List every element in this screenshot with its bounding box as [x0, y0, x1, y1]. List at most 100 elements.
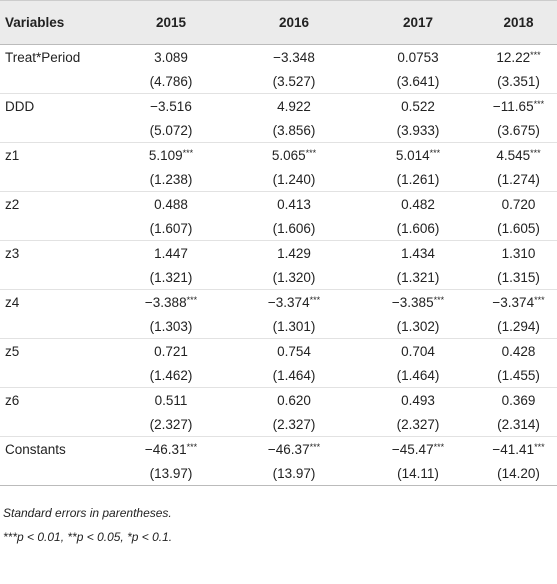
coef-row: Treat*Period 3.089 −3.348 0.0753 12.22*** [0, 45, 557, 70]
standard-error: (3.641) [356, 69, 480, 94]
empty-cell [0, 412, 110, 437]
standard-error: (3.933) [356, 118, 480, 143]
coefficient: 0.413 [277, 196, 311, 212]
standard-error: (1.464) [356, 363, 480, 388]
se-row: (5.072) (3.856) (3.933) (3.675) [0, 118, 557, 143]
empty-cell [0, 216, 110, 241]
standard-error: (1.303) [110, 314, 232, 339]
standard-error: (1.315) [480, 265, 557, 290]
standard-error: (1.455) [480, 363, 557, 388]
variable-name: z5 [5, 343, 20, 359]
coefficient: −41.41*** [492, 441, 545, 457]
se-row: (1.607) (1.606) (1.606) (1.605) [0, 216, 557, 241]
coefficient: 0.721 [154, 343, 188, 359]
variable-name: z2 [5, 196, 20, 212]
coefficient: 0.493 [401, 392, 435, 408]
standard-error: (14.11) [356, 461, 480, 486]
empty-cell [0, 314, 110, 339]
se-row: (1.303) (1.301) (1.302) (1.294) [0, 314, 557, 339]
coefficient: −3.348 [273, 49, 315, 65]
empty-cell [0, 363, 110, 388]
standard-error: (1.320) [232, 265, 356, 290]
standard-error: (1.301) [232, 314, 356, 339]
standard-error: (3.675) [480, 118, 557, 143]
standard-error: (1.607) [110, 216, 232, 241]
coef-row: z1 5.109*** 5.065*** 5.014*** 4.545*** [0, 143, 557, 168]
variable-name: Treat*Period [5, 49, 81, 65]
coefficient: 0.428 [501, 343, 536, 359]
empty-cell [0, 69, 110, 94]
coefficient: −3.374*** [492, 294, 545, 310]
standard-error: (2.327) [232, 412, 356, 437]
standard-error: (1.462) [110, 363, 232, 388]
coefficient: 0.522 [401, 98, 435, 114]
standard-error: (1.464) [232, 363, 356, 388]
coefficient: 0.488 [154, 196, 188, 212]
se-row: (1.321) (1.320) (1.321) (1.315) [0, 265, 557, 290]
standard-error: (3.527) [232, 69, 356, 94]
standard-error: (2.327) [356, 412, 480, 437]
coef-row: Constants −46.31*** −46.37*** −45.47*** −41.… [0, 437, 557, 462]
standard-error: (1.302) [356, 314, 480, 339]
results-table: Variables 2015 2016 2017 2018 Treat*Period 3.… [0, 0, 557, 486]
se-row: (4.786) (3.527) (3.641) (3.351) [0, 69, 557, 94]
standard-error: (1.261) [356, 167, 480, 192]
coefficient: 5.109*** [148, 147, 194, 163]
standard-error: (14.20) [480, 461, 557, 486]
coefficient: 0.511 [154, 392, 188, 408]
coefficient: 12.22*** [496, 49, 541, 65]
coef-row: DDD −3.516 4.922 0.522 −11.65*** [0, 94, 557, 119]
coefficient: 5.014*** [395, 147, 441, 163]
coefficient: −11.65*** [492, 98, 545, 114]
header-cell: 2018 [480, 0, 557, 45]
variable-name: z1 [5, 147, 20, 163]
empty-cell [0, 461, 110, 486]
empty-cell [0, 118, 110, 143]
coef-row: z4 −3.388*** −3.374*** −3.385*** −3.374*** [0, 290, 557, 315]
se-row: (2.327) (2.327) (2.327) (2.314) [0, 412, 557, 437]
standard-error: (5.072) [110, 118, 232, 143]
coefficient: −3.385*** [391, 294, 445, 310]
coefficient: 1.310 [501, 245, 536, 261]
header-row: Variables 2015 2016 2017 2018 [0, 0, 557, 45]
se-row: (13.97) (13.97) (14.11) (14.20) [0, 461, 557, 486]
standard-error: (1.606) [356, 216, 480, 241]
coefficient: 3.089 [154, 49, 188, 65]
coef-row: z3 1.447 1.429 1.434 1.310 [0, 241, 557, 266]
empty-cell [0, 167, 110, 192]
header-cell: 2015 [110, 0, 232, 45]
variable-name: z4 [5, 294, 20, 310]
coefficient: −45.47*** [391, 441, 445, 457]
coefficient: −46.31*** [144, 441, 198, 457]
variable-name: Constants [5, 441, 66, 457]
coefficient: 1.434 [401, 245, 435, 261]
standard-error: (1.321) [356, 265, 480, 290]
standard-error: (1.605) [480, 216, 557, 241]
header-cell: Variables [0, 0, 110, 45]
coefficient: −3.388*** [144, 294, 198, 310]
footnote: Standard errors in parentheses. [3, 506, 172, 520]
coefficient: −46.37*** [267, 441, 321, 457]
standard-error: (13.97) [232, 461, 356, 486]
coefficient: 0.704 [401, 343, 435, 359]
coefficient: 0.754 [277, 343, 311, 359]
coefficient: 0.720 [501, 196, 536, 212]
coefficient: 0.482 [401, 196, 435, 212]
coef-row: z6 0.511 0.620 0.493 0.369 [0, 388, 557, 413]
standard-error: (3.351) [480, 69, 557, 94]
standard-error: (3.856) [232, 118, 356, 143]
standard-error: (2.327) [110, 412, 232, 437]
coefficient: 1.447 [154, 245, 188, 261]
header-cell: 2016 [232, 0, 356, 45]
standard-error: (1.606) [232, 216, 356, 241]
coefficient: 5.065*** [271, 147, 317, 163]
header-cell: 2017 [356, 0, 480, 45]
footnotes: Standard errors in parentheses. ***p < 0… [3, 501, 557, 549]
coefficient: 0.620 [277, 392, 311, 408]
standard-error: (1.274) [480, 167, 557, 192]
table-body: Treat*Period 3.089 −3.348 0.0753 12.22*** (4.… [0, 45, 557, 486]
coefficient: 4.545*** [496, 147, 541, 163]
standard-error: (4.786) [110, 69, 232, 94]
variable-name: z3 [5, 245, 20, 261]
